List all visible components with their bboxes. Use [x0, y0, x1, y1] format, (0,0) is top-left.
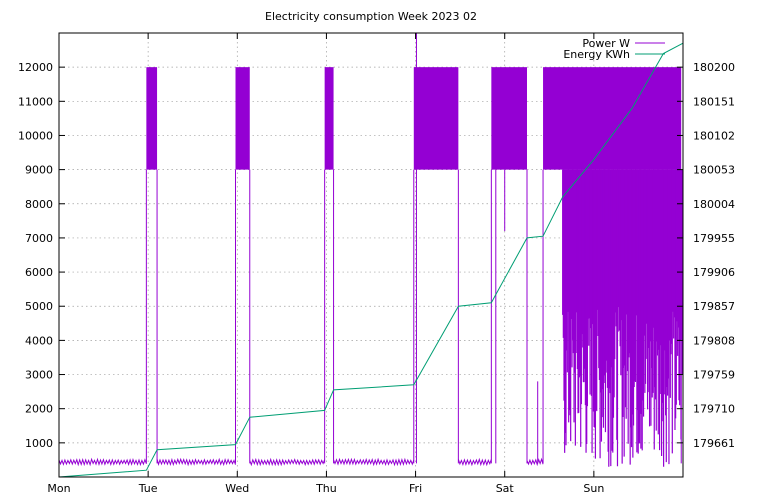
y-tick-label: 12000 — [18, 61, 53, 74]
y2-tick-label: 179759 — [693, 369, 735, 382]
power-block — [413, 67, 459, 170]
y2-tick-label: 180200 — [693, 61, 735, 74]
y-tick-label: 8000 — [25, 198, 53, 211]
legend-label-power: Power W — [582, 37, 630, 50]
power-series — [58, 33, 683, 467]
legend-label-energy: Energy KWh — [563, 48, 630, 61]
energy-line — [58, 42, 684, 478]
y-tick-label: 4000 — [25, 334, 53, 347]
power-block — [543, 67, 682, 170]
y-tick-label: 10000 — [18, 129, 53, 142]
power-baseline — [249, 457, 326, 467]
y2-tick-label: 180102 — [693, 129, 735, 142]
y-tick-label: 6000 — [25, 266, 53, 279]
y2-tick-label: 179710 — [693, 403, 735, 416]
y2-tick-label: 179906 — [693, 266, 735, 279]
power-block — [324, 67, 334, 170]
y2-tick-label: 179857 — [693, 300, 735, 313]
power-baseline — [156, 457, 236, 467]
power-block — [235, 67, 250, 170]
y-tick-label: 5000 — [25, 300, 53, 313]
y-tick-label: 3000 — [25, 369, 53, 382]
y2-tick-label: 179661 — [693, 437, 735, 450]
y-tick-label: 1000 — [25, 437, 53, 450]
x-tick-label: Fri — [409, 482, 422, 495]
grid — [59, 33, 683, 477]
plot-frame — [58, 32, 684, 478]
x-tick-label: Sun — [583, 482, 604, 495]
power-baseline — [58, 457, 147, 467]
y2-tick-label: 180004 — [693, 198, 735, 211]
power-baseline — [457, 457, 492, 467]
power-baseline — [526, 457, 544, 467]
y-tick-label: 2000 — [25, 403, 53, 416]
energy-series — [58, 42, 684, 478]
y2-tick-label: 179808 — [693, 334, 735, 347]
y2-tick-label: 179955 — [693, 232, 735, 245]
x-tick-label: Thu — [315, 482, 337, 495]
y-tick-label: 7000 — [25, 232, 53, 245]
x-tick-label: Tue — [138, 482, 158, 495]
x-tick-label: Wed — [225, 482, 249, 495]
y-tick-label: 11000 — [18, 95, 53, 108]
power-block — [146, 67, 158, 170]
power-block — [491, 67, 527, 170]
y2-tick-label: 180053 — [693, 164, 735, 177]
y2-tick-label: 180151 — [693, 95, 735, 108]
y-tick-label: 9000 — [25, 164, 53, 177]
power-baseline — [333, 457, 415, 467]
chart-title: Electricity consumption Week 2023 02 — [265, 10, 477, 23]
axis-ticks: 1000 179661 2000 179710 3000 179759 4000 179808… — [18, 33, 735, 495]
x-tick-label: Sat — [496, 482, 515, 495]
x-tick-label: Mon — [47, 482, 70, 495]
